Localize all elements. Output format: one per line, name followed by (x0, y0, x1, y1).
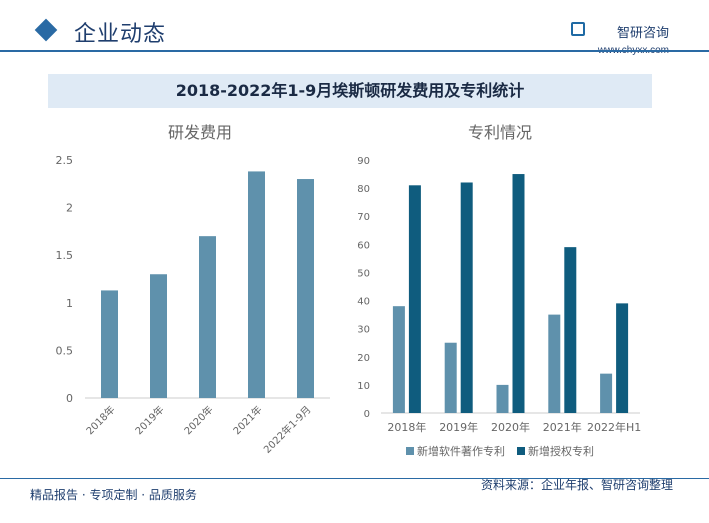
chart2-y-tick-label: 10 (357, 381, 370, 392)
chart2-title: 专利情况 (468, 123, 532, 142)
brand-logo-icon (571, 22, 585, 36)
chart2-bar-granted (460, 182, 473, 413)
chart1-bar (297, 179, 314, 398)
chart2-y-tick-label: 80 (357, 184, 370, 195)
footer-divider (0, 478, 709, 479)
chart1-y-tick-label: 2.5 (56, 154, 74, 167)
header-title: 企业动态 (74, 22, 167, 47)
chart1-x-tick-label: 2020年 (181, 403, 215, 437)
chart1-title: 研发费用 (168, 123, 232, 142)
chart2-y-tick-label: 90 (357, 156, 370, 167)
chart1-x-tick-label: 2022年1-9月 (261, 403, 314, 456)
footer-slogan: 精品报告 · 专项定制 · 品质服务 (30, 488, 197, 502)
chart1-y-tick-label: 0 (66, 392, 73, 405)
chart2-bar-granted (512, 174, 525, 413)
chart1-bar (248, 171, 265, 398)
chart2-y-tick-label: 20 (357, 353, 370, 364)
chart2-bar-granted (564, 247, 577, 413)
footer-source: 资料来源：企业年报、智研咨询整理 (480, 478, 673, 492)
chart1-x-tick-label: 2018年 (83, 403, 117, 437)
chart2-x-tick-label: 2018年 (387, 420, 426, 434)
chart2-x-tick-label: 2020年 (491, 420, 530, 434)
chart1-x-tick-label: 2019年 (132, 403, 166, 437)
chart2-bar-software (496, 384, 509, 413)
chart2-legend-label: 新增软件著作专利 (417, 444, 505, 458)
chart2-x-tick-label: 2021年 (543, 420, 582, 434)
chart1-y-tick-label: 1.5 (56, 249, 74, 262)
chart2-legend-swatch (517, 447, 525, 455)
chart1-x-tick-label: 2021年 (230, 403, 264, 437)
chart2-x-tick-label: 2019年 (439, 420, 478, 434)
chart2-bar-granted (616, 303, 629, 413)
chart1-y-tick-label: 0.5 (56, 344, 74, 357)
chart2-bar-software (444, 342, 457, 413)
chart2-legend-swatch (406, 447, 414, 455)
chart2-x-tick-label: 2022年H1 (587, 420, 641, 434)
chart2-y-tick-label: 70 (357, 212, 370, 223)
chart1-bar (199, 236, 216, 398)
chart2-y-tick-label: 0 (364, 409, 370, 420)
chart1-bar (101, 290, 118, 398)
header: 企业动态 智研咨询 www.chyxx.com (0, 0, 709, 62)
header-divider (0, 50, 709, 52)
chart2-legend-label: 新增授权专利 (528, 444, 594, 458)
chart2-bar-software (392, 306, 405, 413)
brand-name: 智研咨询 (616, 26, 669, 41)
chart2-y-tick-label: 30 (357, 325, 370, 336)
chart2-bar-software (600, 373, 613, 413)
chart1-y-tick-label: 2 (66, 202, 73, 215)
chart2-bar-granted (408, 185, 421, 413)
chart1-bar (150, 274, 167, 398)
chart2-bar-software (548, 314, 561, 413)
chart2-y-tick-label: 40 (357, 297, 370, 308)
chart2-y-tick-label: 50 (357, 268, 370, 279)
chart2-y-tick-label: 60 (357, 240, 370, 251)
chart1-y-tick-label: 1 (66, 297, 73, 310)
main-title: 2018-2022年1-9月埃斯顿研发费用及专利统计 (48, 74, 652, 108)
